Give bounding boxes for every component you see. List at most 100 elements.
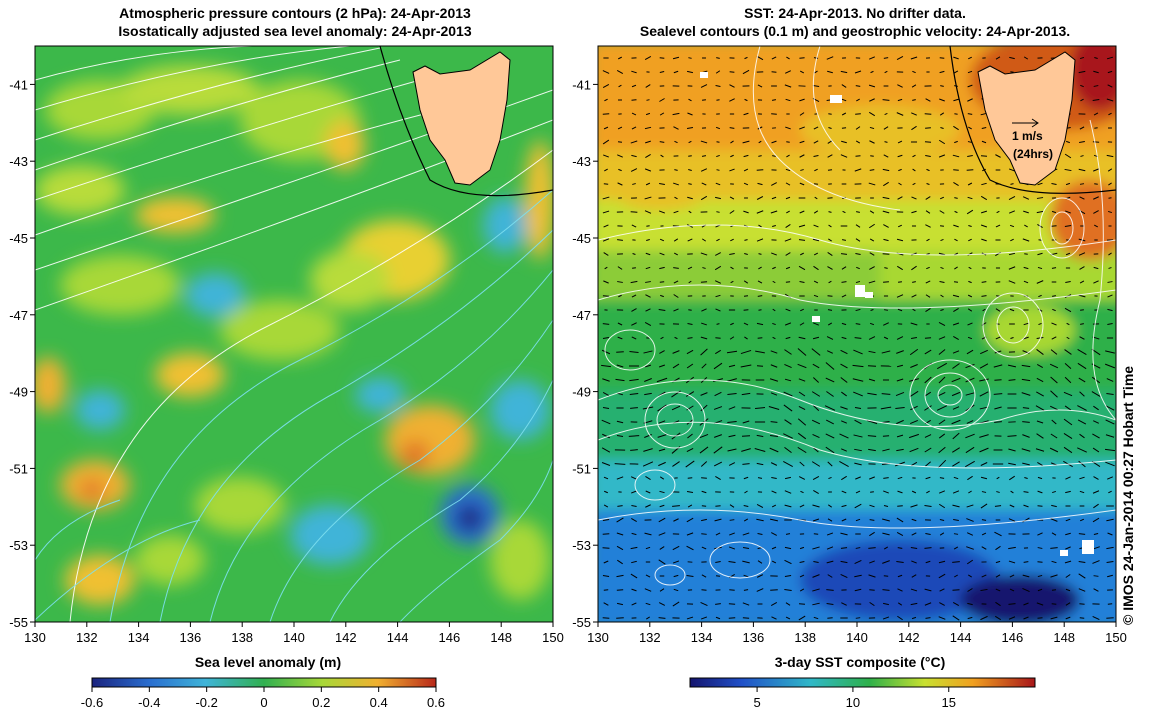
velocity-arrow (686, 491, 694, 493)
velocity-arrow (1023, 602, 1029, 606)
velocity-arrow (770, 462, 778, 466)
right-y-tick-label: -55 (572, 615, 591, 630)
velocity-arrow (1050, 376, 1058, 384)
velocity-arrow (671, 405, 681, 411)
velocity-arrow (925, 224, 931, 228)
velocity-arrow (897, 154, 903, 158)
velocity-arrow (1065, 602, 1071, 606)
velocity-arrow (1050, 574, 1058, 578)
velocity-arrow (602, 433, 610, 439)
velocity-arrow (659, 71, 665, 73)
velocity-arrow (868, 378, 876, 382)
velocity-arrow (659, 504, 665, 508)
velocity-arrow (1079, 336, 1085, 340)
velocity-arrow (631, 154, 637, 158)
velocity-arrow (617, 281, 623, 283)
velocity-arrow (658, 617, 666, 619)
velocity-arrow (896, 448, 904, 452)
velocity-arrow (617, 126, 623, 130)
velocity-arrow (797, 348, 807, 356)
sla-colorbar-tick-label: 0 (260, 695, 267, 710)
velocity-arrow (868, 336, 876, 340)
velocity-arrow (939, 602, 945, 606)
velocity-arrow (729, 84, 735, 88)
velocity-arrow (1065, 182, 1071, 186)
velocity-arrow (953, 70, 959, 74)
velocity-arrow (729, 98, 735, 102)
velocity-arrow (912, 70, 916, 74)
velocity-arrow (995, 588, 1001, 592)
velocity-arrow (855, 238, 861, 242)
velocity-arrow (715, 561, 721, 563)
velocity-arrow (685, 391, 695, 397)
velocity-arrow (854, 574, 862, 578)
velocity-arrow (869, 252, 875, 256)
velocity-arrow (911, 125, 917, 131)
velocity-arrow (1023, 336, 1029, 340)
velocity-arrow (853, 434, 863, 438)
velocity-arrow (841, 98, 847, 102)
velocity-arrow (1008, 252, 1016, 256)
velocity-arrow (785, 168, 791, 172)
velocity-arrow (924, 113, 932, 115)
velocity-arrow (714, 265, 722, 271)
velocity-arrow (701, 182, 707, 186)
velocity-arrow (994, 505, 1002, 507)
velocity-arrow (659, 490, 665, 494)
velocity-arrow (826, 532, 834, 536)
velocity-arrow (841, 127, 847, 129)
velocity-arrow (827, 154, 833, 158)
velocity-arrow (841, 266, 847, 270)
velocity-arrow (1022, 238, 1030, 242)
velocity-arrow (980, 476, 988, 480)
velocity-arrow (967, 602, 973, 606)
velocity-arrow (854, 168, 862, 172)
velocity-arrow (686, 405, 694, 411)
velocity-arrow (1091, 391, 1101, 397)
left-x-tick-label: 140 (283, 630, 305, 645)
velocity-arrow (1052, 490, 1056, 494)
velocity-arrow (1007, 435, 1017, 437)
velocity-arrow (910, 504, 918, 508)
velocity-arrow (925, 533, 931, 535)
left-y-tick-label: -53 (9, 538, 28, 553)
velocity-arrow (756, 588, 764, 592)
velocity-arrow (800, 169, 804, 171)
velocity-arrow (953, 125, 959, 131)
velocity-arrow (882, 560, 890, 564)
velocity-arrow (869, 601, 875, 607)
velocity-arrow (937, 459, 947, 469)
velocity-arrow (813, 126, 819, 130)
velocity-arrow (630, 407, 638, 409)
velocity-arrow (966, 420, 974, 424)
velocity-arrow (784, 238, 792, 242)
velocity-arrow (688, 309, 692, 311)
velocity-arrow (758, 224, 762, 228)
velocity-arrow (1078, 573, 1086, 579)
velocity-arrow (1049, 363, 1059, 369)
velocity-arrow (896, 532, 904, 536)
scale-arrow-sublabel: (24hrs) (1013, 147, 1053, 161)
sla-colorbar-tick-label: -0.2 (195, 695, 217, 710)
right-y-tick-label: -47 (572, 308, 591, 323)
velocity-arrow (1008, 379, 1016, 381)
velocity-arrow (629, 392, 639, 396)
velocity-arrow (673, 182, 679, 186)
velocity-arrow (785, 602, 791, 606)
velocity-arrow (1037, 252, 1043, 256)
velocity-arrow (939, 70, 945, 74)
velocity-arrow (631, 126, 637, 130)
velocity-arrow (630, 280, 638, 284)
velocity-arrow (1077, 362, 1087, 370)
velocity-arrow (854, 462, 862, 466)
velocity-arrow (715, 349, 721, 355)
velocity-arrow (1079, 126, 1085, 130)
velocity-arrow (658, 602, 666, 606)
velocity-arrow (995, 560, 1001, 564)
velocity-arrow (828, 476, 832, 480)
velocity-arrow (644, 588, 652, 592)
velocity-arrow (1078, 377, 1086, 383)
velocity-arrow (911, 490, 917, 494)
velocity-arrow (828, 127, 832, 129)
velocity-arrow (1035, 405, 1045, 411)
